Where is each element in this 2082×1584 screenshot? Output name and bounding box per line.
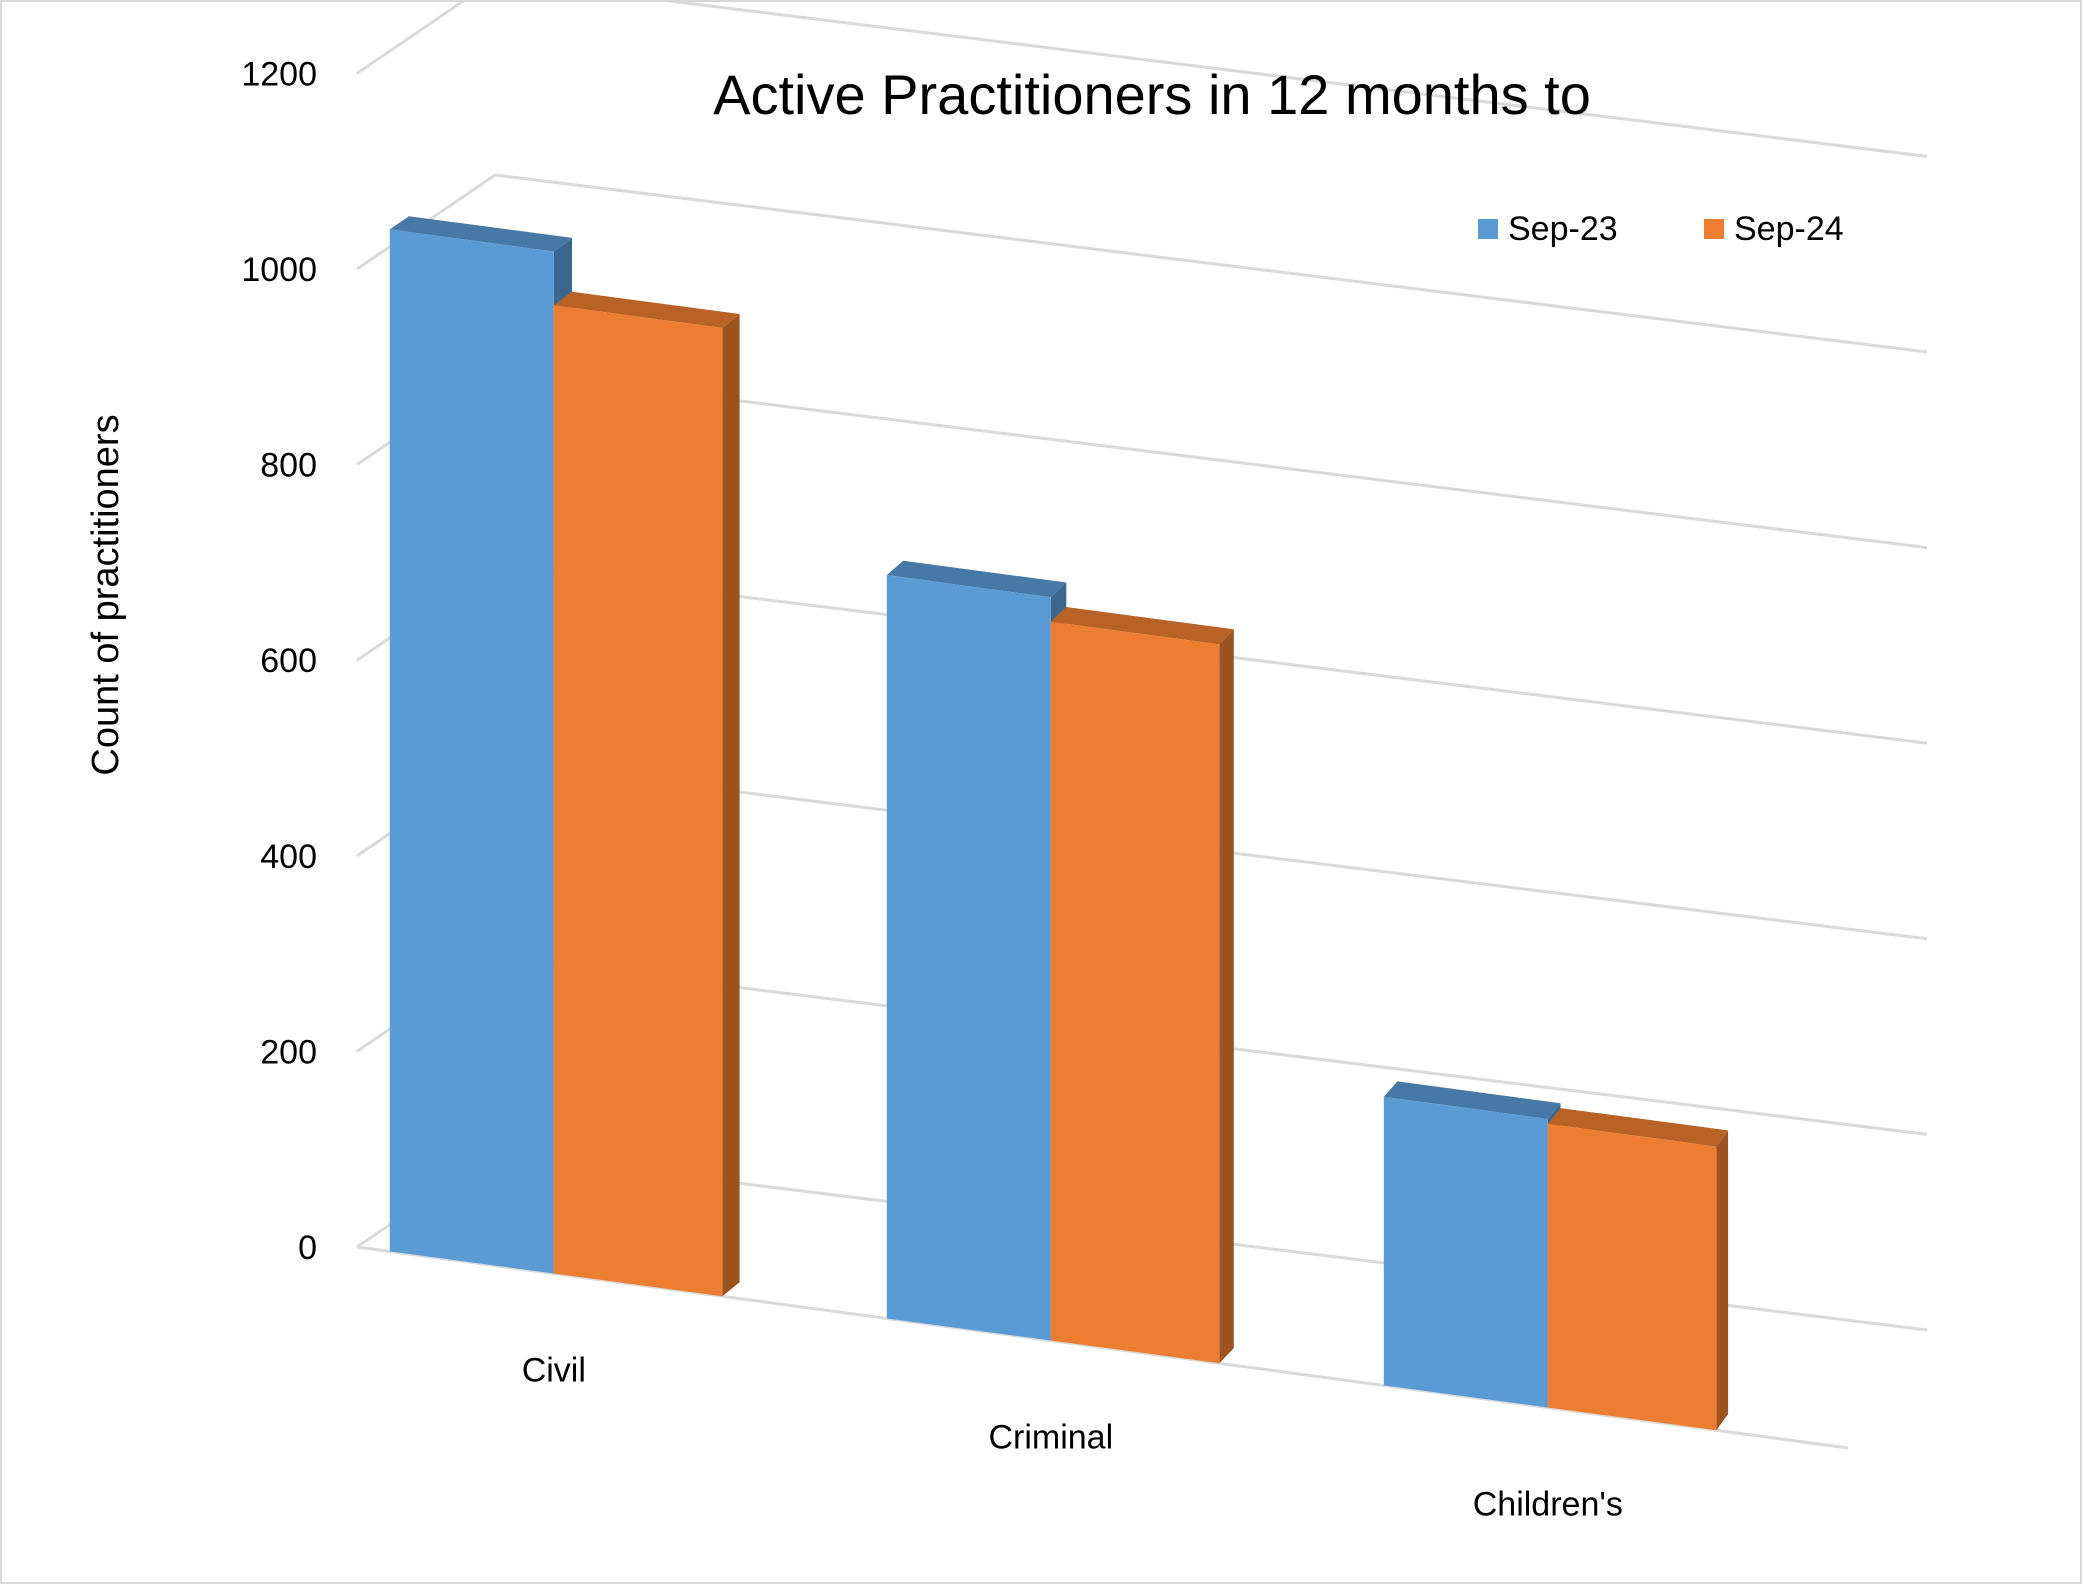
bar-top — [1383, 1081, 1561, 1119]
y-tick-label: 800 — [260, 447, 317, 485]
chart-title: Active Practitioners in 12 months to — [713, 63, 1591, 126]
bar-Sep-24-Children's — [1547, 1108, 1729, 1431]
bar-top — [553, 291, 740, 328]
y-tick-label: 400 — [260, 838, 317, 876]
bar-front — [1547, 1123, 1717, 1431]
y-tick-label: 200 — [260, 1033, 317, 1071]
y-tick-label: 1200 — [241, 55, 317, 93]
legend-label: Sep-24 — [1734, 210, 1844, 248]
legend-label: Sep-23 — [1508, 210, 1618, 248]
category-label: Civil — [522, 1352, 586, 1390]
y-tick-label: 600 — [260, 642, 317, 680]
bar-top — [389, 216, 572, 252]
bar-top — [886, 560, 1067, 598]
floor-edge — [356, 1245, 1849, 1450]
category-labels: Civil Criminal Children's — [522, 1352, 1623, 1524]
y-tick-label: 0 — [298, 1229, 317, 1267]
legend-swatch — [1478, 219, 1498, 239]
bar-side — [1716, 1130, 1729, 1431]
y-tick-labels: 0 200 400 600 800 1000 1200 — [241, 55, 317, 1267]
bar-front — [1383, 1096, 1548, 1408]
bar-side — [722, 314, 740, 1297]
gridline — [356, 2, 1928, 158]
bar-front — [553, 305, 723, 1297]
bar-Sep-23-Children's — [1383, 1081, 1561, 1408]
bar-front — [1050, 621, 1220, 1364]
bar-front — [886, 575, 1051, 1341]
legend: Sep-23 Sep-24 — [1478, 210, 1844, 248]
y-axis-title: Count of practitioners — [85, 414, 127, 775]
category-label: Children's — [1473, 1486, 1623, 1524]
bar-Sep-23-Civil — [389, 216, 572, 1274]
legend-swatch — [1704, 219, 1724, 239]
category-label: Criminal — [988, 1419, 1113, 1457]
bar-front — [389, 229, 554, 1274]
bar-top — [1050, 607, 1234, 645]
bar-Sep-24-Criminal — [1050, 607, 1234, 1364]
bar-side — [1219, 629, 1234, 1364]
bars — [389, 216, 1729, 1431]
bar-Sep-24-Civil — [553, 291, 740, 1297]
bar-Sep-23-Criminal — [886, 560, 1067, 1341]
bar-top — [1547, 1108, 1729, 1147]
y-tick-label: 1000 — [241, 251, 317, 289]
